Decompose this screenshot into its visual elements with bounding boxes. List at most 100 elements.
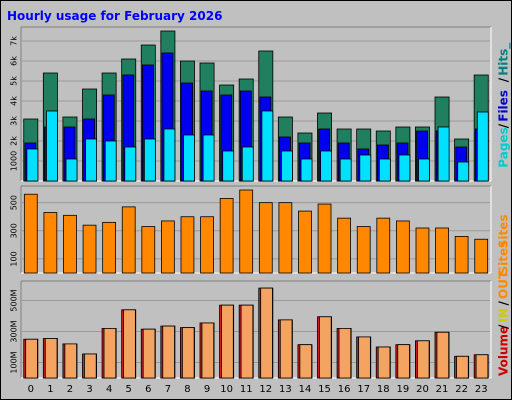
bar-bottom-out-16: [338, 327, 352, 379]
bar-bottom-out-22: [456, 355, 469, 379]
legend-bottom-3: /: [497, 301, 511, 306]
bar-bottom-out-13: [279, 319, 293, 379]
bar-middle-sites-18: [376, 217, 391, 274]
x-tick-label-16: 16: [338, 384, 351, 395]
bar-bottom-out-21: [436, 331, 450, 379]
bar-middle-sites-0: [23, 193, 38, 274]
bar-middle-sites-14: [298, 210, 312, 274]
bar-top-pages-2: [65, 158, 78, 182]
legend-top-1: /: [497, 123, 511, 128]
x-tick-label-20: 20: [416, 384, 429, 395]
bar-top-pages-17: [359, 154, 372, 182]
bar-middle-sites-7: [161, 220, 175, 274]
bar-bottom-out-14: [299, 344, 313, 379]
panel-bottom-tick-label: 300M: [10, 320, 19, 342]
bar-top-pages-15: [320, 150, 332, 182]
legend-top-2: Files: [497, 90, 511, 122]
bar-bottom-out-18: [377, 346, 391, 379]
x-tick-label-5: 5: [126, 384, 132, 395]
panel-top-tick-label: 6k: [10, 56, 19, 66]
bar-top-pages-12: [261, 110, 274, 182]
bar-middle-sites-10: [219, 198, 234, 274]
panel-top-tick-label: 7k: [10, 36, 19, 46]
bar-top-pages-14: [300, 158, 313, 182]
bar-top-pages-23: [476, 111, 489, 182]
bar-top-pages-11: [241, 146, 254, 182]
bar-middle-sites-23: [474, 238, 489, 274]
bar-top-pages-5: [124, 146, 137, 182]
bar-bottom-out-15: [319, 316, 332, 379]
bar-middle-sites-6: [141, 226, 156, 274]
chart-title: Hourly usage for February 2026: [7, 9, 222, 23]
bar-bottom-out-20: [416, 340, 430, 379]
bar-middle-sites-1: [43, 212, 58, 274]
legend-top-0: Pages: [497, 127, 511, 167]
bar-middle-sites-17: [356, 226, 371, 274]
x-tick-label-18: 18: [377, 384, 390, 395]
legend-bottom-1: /: [497, 324, 511, 329]
panel-bottom-tick-label: 100M: [10, 351, 19, 373]
panel-top-tick-label: 2k: [10, 136, 19, 146]
bar-top-pages-13: [281, 150, 293, 182]
bar-top-pages-7: [163, 128, 176, 182]
x-tick-label-15: 15: [318, 384, 331, 395]
bar-top-pages-20: [418, 158, 430, 182]
legend-bottom-2: IN: [497, 308, 511, 323]
bar-bottom-out-10: [221, 304, 234, 379]
panel-middle-tick-label: 100: [10, 251, 19, 266]
x-tick-label-3: 3: [86, 384, 92, 395]
bar-top-pages-9: [202, 134, 215, 182]
bar-top-pages-18: [378, 158, 391, 182]
bar-middle-sites-21: [435, 227, 449, 274]
bar-top-pages-0: [26, 148, 39, 182]
legend-bottom-0: Volume: [497, 326, 511, 376]
bar-middle-sites-12: [258, 202, 273, 274]
bar-bottom-out-23: [475, 354, 489, 379]
x-tick-label-12: 12: [259, 384, 272, 395]
x-tick-label-7: 7: [165, 384, 171, 395]
bar-top-pages-1: [46, 110, 58, 182]
panel-middle-tick-label: 500: [10, 195, 19, 210]
bar-middle-sites-5: [121, 206, 136, 274]
panel-bottom-background: [21, 281, 491, 378]
x-tick-label-10: 10: [220, 384, 233, 395]
x-tick-label-8: 8: [184, 384, 190, 395]
x-tick-label-0: 0: [28, 384, 34, 395]
bar-middle-sites-9: [200, 216, 214, 274]
bar-bottom-out-19: [397, 344, 410, 379]
panel-middle-tick-label: 300: [10, 223, 19, 238]
panel-top-tick-label: 3k: [10, 116, 19, 126]
x-tick-label-11: 11: [240, 384, 253, 395]
bar-middle-sites-16: [337, 217, 351, 274]
bar-top-pages-22: [457, 161, 470, 182]
x-tick-label-9: 9: [204, 384, 210, 395]
bar-top-pages-16: [339, 158, 352, 182]
bar-top-pages-19: [398, 154, 411, 182]
panel-top-background: [21, 27, 491, 181]
bar-bottom-out-2: [64, 343, 78, 379]
bar-middle-sites-3: [82, 224, 97, 274]
x-tick-label-4: 4: [106, 384, 112, 395]
panel-top-tick-label: 4k: [10, 96, 19, 106]
panel-top-tick-label: 1000: [10, 151, 19, 171]
bar-middle-sites-20: [415, 227, 430, 274]
bar-middle-sites-8: [180, 216, 195, 274]
bar-bottom-out-5: [123, 309, 136, 379]
bar-bottom-out-0: [25, 338, 38, 379]
legend-middle-0: Sites: [497, 214, 511, 248]
x-tick-label-14: 14: [299, 384, 312, 395]
x-tick-label-6: 6: [145, 384, 151, 395]
bar-middle-sites-4: [102, 221, 116, 274]
bar-bottom-out-7: [162, 325, 175, 379]
x-tick-label-2: 2: [67, 384, 73, 395]
bar-bottom-out-1: [44, 338, 58, 379]
x-tick-label-17: 17: [357, 384, 370, 395]
x-tick-label-1: 1: [47, 384, 53, 395]
bar-top-pages-6: [143, 138, 156, 182]
bar-top-pages-21: [437, 126, 450, 182]
bar-middle-sites-22: [454, 236, 469, 274]
bar-bottom-out-9: [201, 322, 215, 379]
x-tick-label-21: 21: [436, 384, 449, 395]
legend-top-4: Hits_: [497, 43, 512, 76]
